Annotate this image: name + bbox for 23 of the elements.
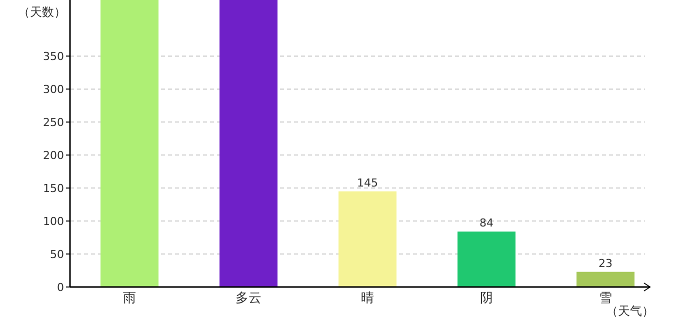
y-tick-label: 0 — [57, 281, 64, 294]
x-tick-label: 雨 — [123, 291, 136, 306]
bar — [338, 191, 396, 287]
y-tick-label: 250 — [43, 116, 64, 130]
y-tick-label: 350 — [43, 50, 64, 64]
y-tick-label: 150 — [43, 182, 64, 196]
x-tick-label: 雪 — [599, 291, 612, 306]
bar — [576, 272, 634, 287]
bar — [220, 0, 278, 287]
x-tick-label: 多云 — [236, 291, 262, 306]
x-axis-title: （天气） — [606, 304, 654, 318]
data-label: 84 — [480, 216, 494, 230]
y-axis-title: （天数） — [18, 5, 66, 19]
bar — [458, 232, 516, 287]
y-tick-label: 100 — [43, 215, 64, 228]
x-tick-label: 阴 — [480, 291, 493, 306]
y-tick-label: 200 — [43, 149, 64, 162]
bar — [100, 0, 158, 287]
y-tick-label: 300 — [43, 83, 64, 96]
x-tick-label: 晴 — [361, 291, 374, 306]
y-tick-label: 50 — [50, 248, 64, 262]
data-label: 23 — [598, 256, 612, 270]
data-label: 145 — [357, 176, 378, 190]
